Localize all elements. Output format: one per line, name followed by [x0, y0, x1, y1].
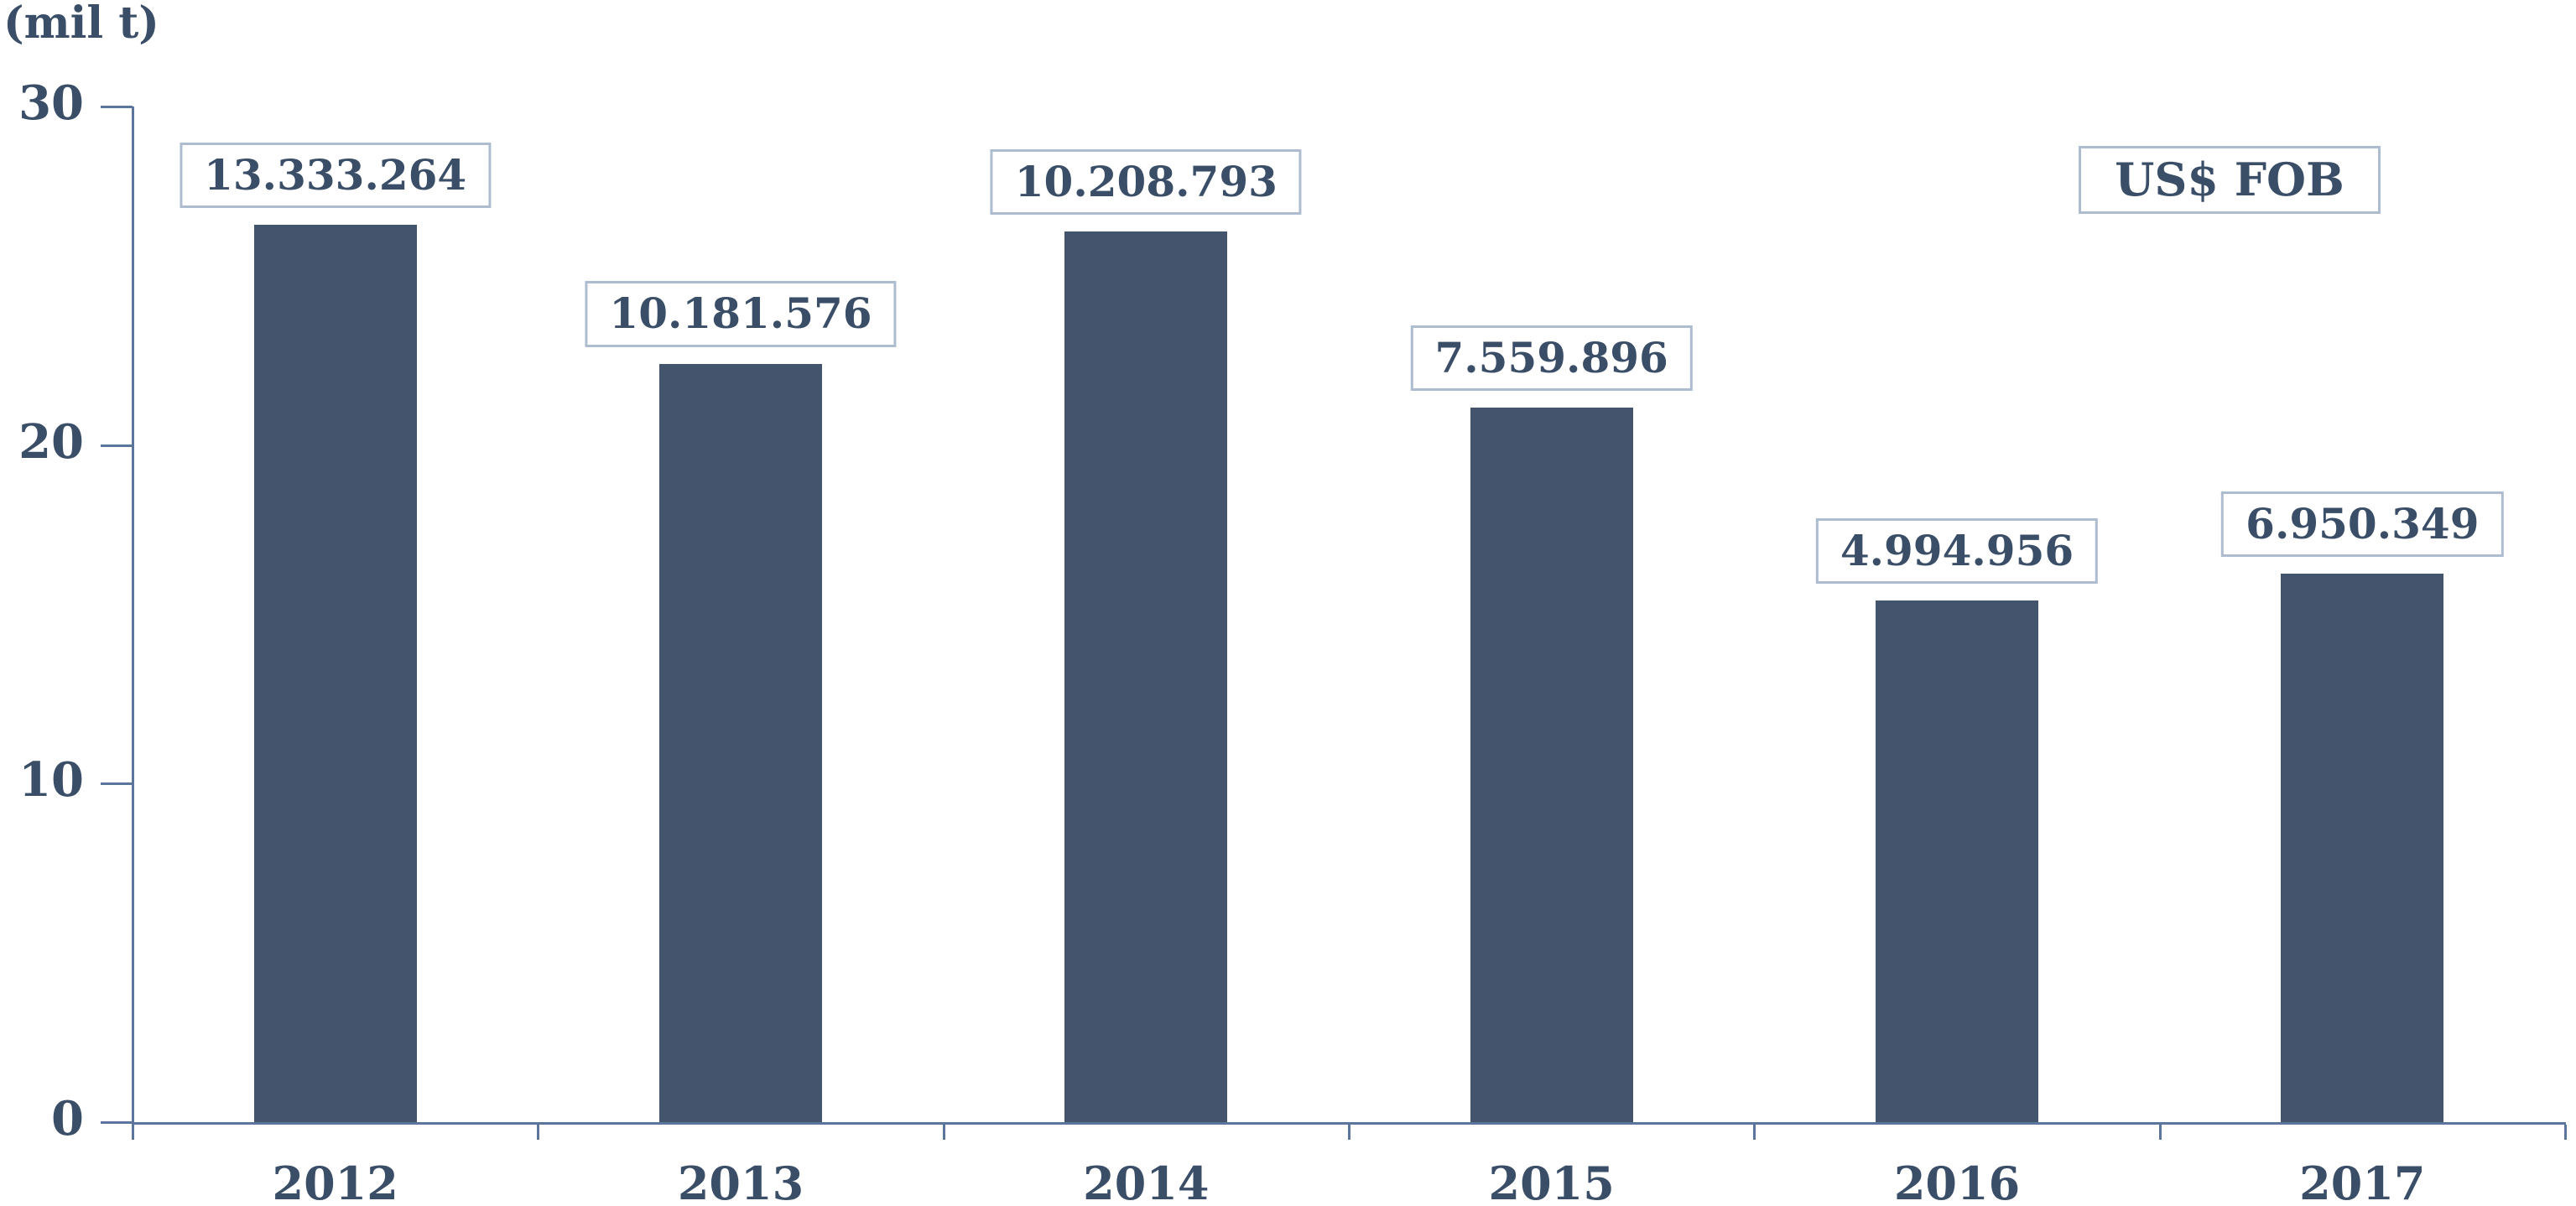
bar-2012: [253, 225, 417, 1122]
value-label-2013: 10.181.576: [585, 281, 897, 347]
x-axis: [133, 1122, 2566, 1125]
x-axis-label-2017: 2017: [2299, 1157, 2426, 1206]
y-tick: [101, 782, 133, 786]
x-tick: [537, 1125, 540, 1140]
legend-box: US$ FOB: [2079, 146, 2381, 214]
x-tick: [942, 1125, 945, 1140]
x-tick: [1348, 1125, 1350, 1140]
x-axis-label-2016: 2016: [1893, 1157, 2021, 1206]
legend-label: US$ FOB: [2115, 153, 2344, 206]
x-tick: [2158, 1125, 2162, 1140]
bar-2014: [1064, 231, 1228, 1122]
y-tick-label: 30: [18, 75, 84, 131]
x-tick: [132, 1125, 134, 1140]
value-label-2015: 7.559.896: [1410, 325, 1693, 392]
y-tick-label: 20: [18, 413, 84, 470]
value-label-2016: 4.994.956: [1815, 517, 2099, 585]
bar-2016: [1876, 600, 2038, 1122]
value-label-2014: 10.208.793: [990, 148, 1302, 216]
bar-2017: [2281, 574, 2444, 1122]
x-axis-label-2012: 2012: [272, 1157, 398, 1206]
y-tick-label: 10: [18, 752, 84, 808]
y-tick: [101, 444, 133, 447]
y-axis: [132, 107, 134, 1139]
x-tick: [2564, 1125, 2567, 1140]
y-tick: [101, 1121, 133, 1124]
x-axis-label-2015: 2015: [1488, 1157, 1615, 1206]
bar-2015: [1470, 408, 1633, 1122]
x-axis-label-2013: 2013: [677, 1157, 804, 1206]
y-tick-label: 0: [51, 1091, 84, 1146]
x-axis-label-2014: 2014: [1083, 1157, 1210, 1206]
x-tick: [1753, 1125, 1756, 1140]
y-tick: [101, 106, 133, 108]
value-label-2012: 13.333.264: [180, 142, 492, 209]
y-axis-unit-label: (mil t): [3, 0, 159, 49]
value-label-2017: 6.950.349: [2221, 491, 2504, 558]
bar-2013: [659, 363, 822, 1122]
